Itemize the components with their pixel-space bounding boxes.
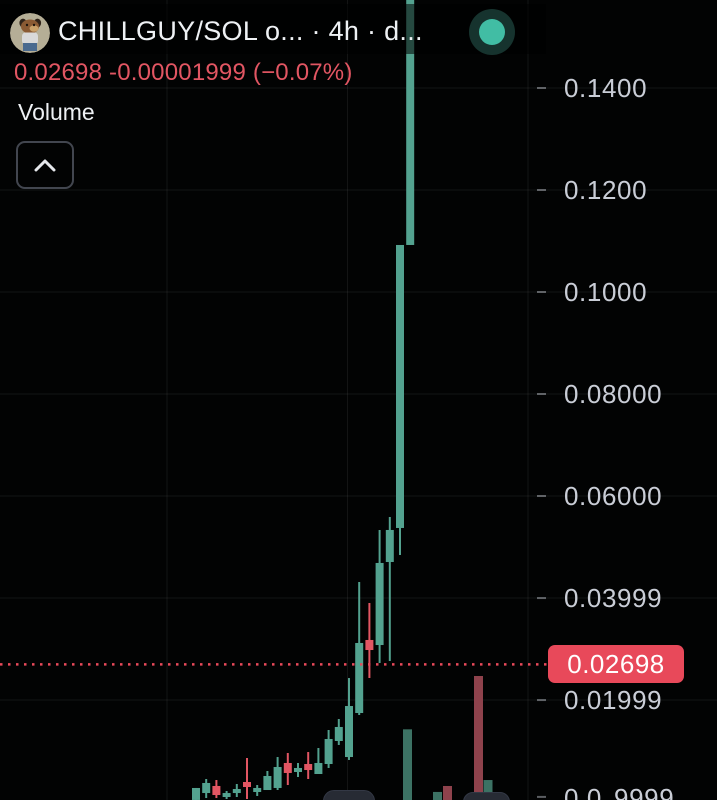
candle-body [273, 767, 282, 788]
candle-body [232, 788, 241, 794]
candle-body [334, 726, 343, 742]
candle-body [294, 767, 302, 773]
candle-body [355, 642, 364, 714]
candle-body [314, 762, 323, 775]
volume-bar [474, 676, 483, 800]
candle-body [375, 562, 384, 646]
bottom-toolbar-pill[interactable] [463, 792, 510, 800]
current-price-badge: 0.02698 [548, 645, 684, 684]
volume-bar [443, 785, 452, 800]
volume-bar [483, 780, 493, 800]
status-dot-icon [469, 9, 515, 55]
candle-body [253, 787, 262, 793]
axis-tick-label: 0.03999 [564, 583, 663, 614]
chillguy-avatar-image [10, 13, 50, 53]
axis-tick-label: 0.01999 [564, 685, 663, 716]
bottom-toolbar-pill[interactable] [323, 790, 375, 800]
candle-body [263, 775, 272, 791]
candle-body [202, 782, 211, 794]
current-price-value: 0.02698 [567, 648, 665, 679]
candle-body [324, 739, 333, 765]
candle-body [385, 529, 394, 562]
candle-body [192, 787, 200, 800]
volume-bar [433, 791, 442, 800]
header-backdrop [0, 4, 546, 54]
candle-body [406, 0, 415, 245]
axis-tick-label: 0.08000 [564, 379, 663, 409]
candle-body [212, 785, 221, 796]
chevron-up-icon [34, 159, 56, 171]
token-avatar[interactable] [10, 13, 50, 53]
axis-tick-label: 0.06000 [564, 481, 663, 511]
symbol-title[interactable]: CHILLGUY/SOL o... · 4h · d... [58, 16, 423, 46]
axis-tick-label: 0.1000 [564, 277, 648, 307]
legend-collapse-button[interactable] [16, 141, 74, 189]
volume-bar [403, 729, 412, 800]
candle-body [243, 782, 251, 788]
indicator-label-volume: Volume [18, 99, 95, 125]
axis-tick-label: 0.1400 [564, 73, 648, 103]
candle-body [222, 793, 231, 798]
candle-body [365, 639, 374, 651]
candle-body [345, 706, 353, 758]
price-change-line: 0.02698 -0.00001999 (−0.07%) [14, 59, 353, 86]
candle-body [396, 244, 404, 528]
axis-tick-label-partial: 0.039999 [564, 782, 675, 800]
axis-tick-label: 0.1200 [564, 175, 648, 205]
candle-body [304, 764, 313, 771]
candle-body [283, 762, 292, 773]
